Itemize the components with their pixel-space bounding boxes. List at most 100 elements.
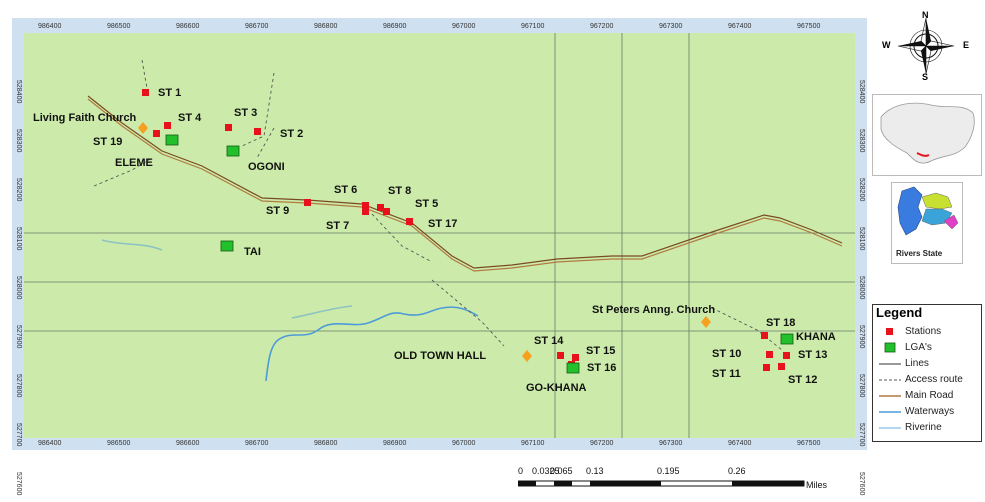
lga-khana-marker[interactable]	[780, 333, 794, 345]
station-marker[interactable]	[383, 208, 390, 215]
church-label-st-peters: St Peters Anng. Church	[592, 304, 716, 316]
waterways	[101, 239, 479, 382]
station-marker[interactable]	[783, 352, 790, 359]
y-tick-label-right: 528300	[858, 129, 865, 153]
legend-item-access-route: Access route	[877, 373, 981, 387]
station-label-st16: ST 16	[587, 362, 617, 374]
station-label-st3: ST 3	[234, 107, 258, 119]
station-marker[interactable]	[142, 89, 149, 96]
y-tick-label-left: 528100	[15, 227, 22, 251]
scale-tick-label: 0.195	[657, 466, 680, 476]
station-label-st10: ST 10	[712, 348, 742, 360]
station-marker[interactable]	[761, 332, 768, 339]
station-marker[interactable]	[153, 130, 160, 137]
station-label-st14: ST 14	[534, 335, 564, 347]
map-canvas[interactable]	[12, 18, 867, 450]
line-symbol-icon	[879, 363, 901, 365]
inset-country-map	[872, 94, 982, 176]
y-tick-label-right: 527700	[858, 423, 865, 447]
scale-tick-label: 0.13	[586, 466, 604, 476]
x-tick-label-bottom: 967300	[659, 440, 683, 447]
hall-marker[interactable]	[522, 350, 532, 362]
station-marker[interactable]	[572, 354, 579, 361]
station-marker[interactable]	[778, 363, 785, 370]
x-tick-label-bottom: 986700	[245, 440, 269, 447]
station-label-st5: ST 5	[415, 198, 439, 210]
scale-unit: Miles	[806, 480, 828, 490]
station-marker[interactable]	[164, 122, 171, 129]
station-marker[interactable]	[362, 202, 369, 209]
x-tick-label-top: 967300	[659, 23, 683, 30]
station-marker[interactable]	[763, 364, 770, 371]
x-tick-label-top: 967000	[452, 23, 476, 30]
y-tick-label-left: 527600	[15, 472, 22, 496]
station-marker[interactable]	[377, 204, 384, 211]
legend-item-lgas: LGA's	[877, 341, 981, 355]
station-marker[interactable]	[304, 199, 311, 206]
x-tick-label-top: 967500	[797, 23, 821, 30]
y-tick-label-right: 528400	[858, 80, 865, 104]
y-tick-label-left: 527900	[15, 325, 22, 349]
church-marker[interactable]	[138, 122, 148, 134]
x-tick-label-top: 986600	[176, 23, 200, 30]
scale-bar-graphic	[518, 480, 805, 487]
church-label-living-faith: Living Faith Church	[33, 112, 137, 124]
x-tick-label-bottom: 967200	[590, 440, 614, 447]
lga-gokhana-marker[interactable]	[566, 362, 580, 374]
y-tick-label-left: 528300	[15, 129, 22, 153]
station-marker[interactable]	[225, 124, 232, 131]
compass-west: W	[882, 40, 891, 50]
land-area	[24, 33, 855, 438]
lga-label-eleme: ELEME	[115, 157, 153, 169]
inset-state-map: Rivers State	[891, 182, 963, 264]
church-marker[interactable]	[701, 316, 711, 328]
x-tick-label-bottom: 986900	[383, 440, 407, 447]
x-tick-label-top: 967100	[521, 23, 545, 30]
x-tick-label-top: 967400	[728, 23, 752, 30]
y-tick-label-right: 527800	[858, 374, 865, 398]
station-label-st19: ST 19	[93, 136, 123, 148]
x-tick-label-bottom: 967000	[452, 440, 476, 447]
scale-tick-label: 0.065	[550, 466, 573, 476]
station-label-st2: ST 2	[280, 128, 304, 140]
lga-label-tai: TAI	[244, 246, 261, 258]
lga-eleme-marker[interactable]	[165, 134, 179, 146]
stations	[142, 89, 790, 371]
station-symbol-icon	[886, 328, 893, 335]
station-marker[interactable]	[766, 351, 773, 358]
x-tick-label-bottom: 967100	[521, 440, 545, 447]
station-label-st1: ST 1	[158, 87, 182, 99]
hall-label-old-town: OLD TOWN HALL	[394, 350, 487, 362]
lga-ogoni-marker[interactable]	[226, 145, 240, 157]
x-tick-label-bottom: 967400	[728, 440, 752, 447]
y-tick-label-right: 527600	[858, 472, 865, 496]
inset-state-svg	[897, 186, 959, 236]
station-label-st8: ST 8	[388, 185, 412, 197]
legend-item-main-road: Main Road	[877, 389, 981, 403]
station-label-st18: ST 18	[766, 317, 796, 329]
inset-state-label: Rivers State	[896, 249, 943, 258]
scale-tick-label: 0.26	[728, 466, 746, 476]
station-label-st7: ST 7	[326, 220, 350, 232]
station-marker[interactable]	[406, 218, 413, 225]
y-tick-label-left: 527700	[15, 423, 22, 447]
compass-rose	[897, 17, 955, 75]
station-marker[interactable]	[254, 128, 261, 135]
station-marker[interactable]	[362, 208, 369, 215]
station-label-st6: ST 6	[334, 184, 358, 196]
lga-tai-marker[interactable]	[220, 240, 234, 252]
map-frame: ST 1 ST 3 ST 4 ST 2 Living Faith Church …	[12, 18, 867, 495]
access-routes	[93, 59, 783, 351]
station-label-st12: ST 12	[788, 374, 818, 386]
scale-tick-label: 0.0325	[532, 466, 560, 476]
legend-title: Legend	[876, 305, 923, 320]
compass-east: E	[963, 40, 970, 50]
station-marker[interactable]	[557, 352, 564, 359]
y-tick-label-left: 528400	[15, 80, 22, 104]
lga-label-khana: KHANA	[796, 331, 836, 343]
x-tick-label-bottom: 986500	[107, 440, 131, 447]
lga-symbol-icon	[884, 342, 896, 353]
legend-item-lines: Lines	[877, 357, 981, 371]
waterway-symbol-icon	[879, 411, 901, 413]
